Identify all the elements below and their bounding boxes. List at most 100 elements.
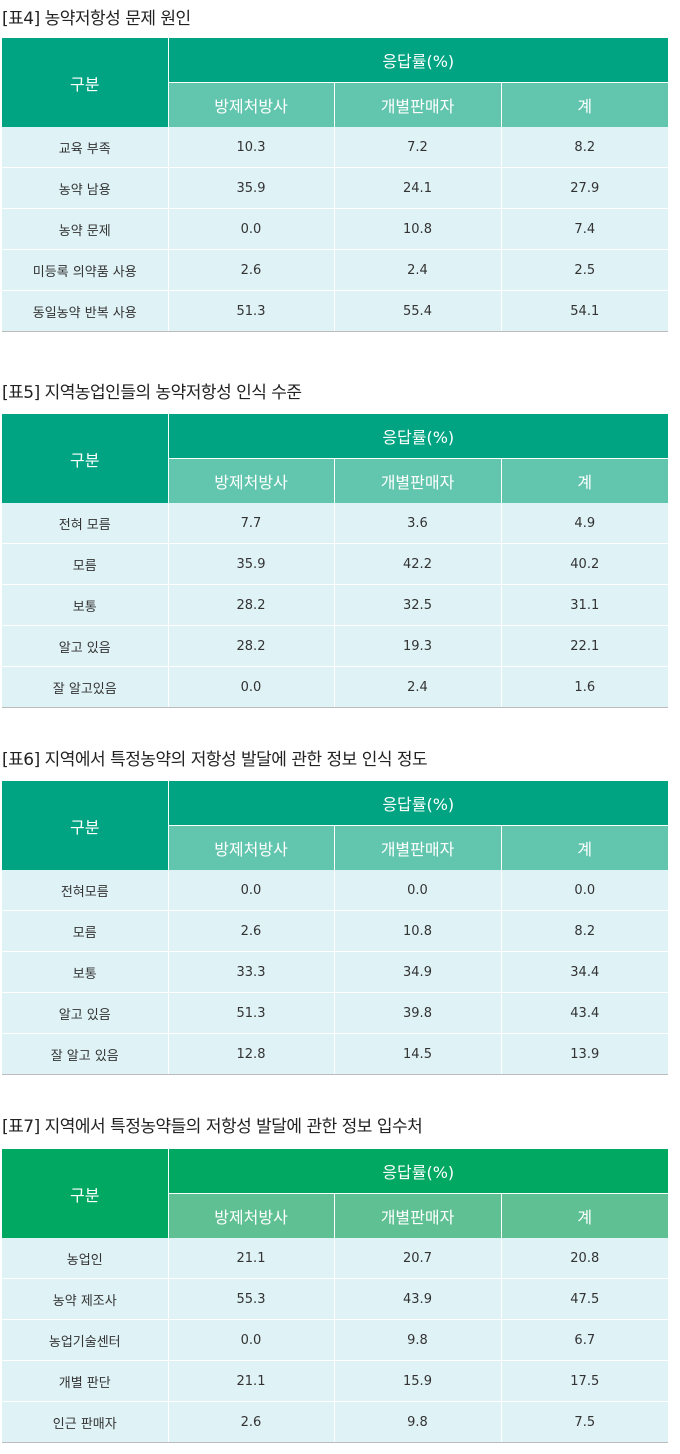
cell-seller: 19.3	[334, 625, 502, 667]
row-label: 잘 알고 있음	[2, 1033, 169, 1075]
cell-total: 31.1	[501, 584, 669, 626]
cell-total: 20.8	[501, 1238, 669, 1279]
cell-seller: 9.8	[334, 1401, 502, 1443]
header-col-prescriber: 방제처방사	[168, 458, 335, 503]
row-label: 보통	[2, 584, 169, 626]
table-row: 잘 알고 있음 12.8 14.5 13.9	[2, 1033, 669, 1075]
cell-seller: 10.8	[334, 910, 502, 952]
row-label: 농약 제조사	[2, 1278, 169, 1320]
cell-seller: 7.2	[334, 127, 502, 168]
row-label: 잘 알고있음	[2, 666, 169, 708]
row-label: 전혀모름	[2, 870, 169, 911]
table-row: 모름 35.9 42.2 40.2	[2, 543, 669, 585]
cell-seller: 14.5	[334, 1033, 502, 1075]
cell-prescriber: 21.1	[168, 1238, 335, 1279]
table-row: 모름 2.6 10.8 8.2	[2, 910, 669, 952]
cell-seller: 10.8	[334, 208, 502, 250]
cell-seller: 20.7	[334, 1238, 502, 1279]
cell-prescriber: 12.8	[168, 1033, 335, 1075]
cell-total: 6.7	[501, 1319, 669, 1361]
table-row: 전혀 모름 7.7 3.6 4.9	[2, 503, 669, 544]
cell-seller: 3.6	[334, 503, 502, 544]
row-label: 알고 있음	[2, 625, 169, 667]
cell-prescriber: 28.2	[168, 584, 335, 626]
table-title: [표6] 지역에서 특정농약의 저항성 발달에 관한 정보 인식 정도	[2, 750, 428, 770]
header-col-prescriber: 방제처방사	[168, 82, 335, 127]
header-response-rate: 응답률(%)	[168, 781, 669, 826]
table-title: [표4] 농약저항성 문제 원인	[2, 9, 191, 29]
data-table: 구분 응답률(%) 방제처방사 개별판매자 계 농업인 21.1 20.7 20.8 농약 제조사…	[2, 1149, 669, 1443]
cell-prescriber: 35.9	[168, 543, 335, 585]
header-col-seller: 개별판매자	[334, 82, 502, 127]
cell-total: 34.4	[501, 951, 669, 993]
row-label: 동일농약 반복 사용	[2, 290, 169, 332]
cell-prescriber: 2.6	[168, 1401, 335, 1443]
header-response-rate: 응답률(%)	[168, 38, 669, 83]
cell-total: 22.1	[501, 625, 669, 667]
cell-total: 1.6	[501, 666, 669, 708]
cell-seller: 55.4	[334, 290, 502, 332]
table-row: 동일농약 반복 사용 51.3 55.4 54.1	[2, 290, 669, 332]
row-label: 모름	[2, 910, 169, 952]
table-row: 인근 판매자 2.6 9.8 7.5	[2, 1401, 669, 1443]
data-table: 구분 응답률(%) 방제처방사 개별판매자 계 전혀 모름 7.7 3.6 4.9 모름 35.9 4…	[2, 414, 669, 708]
cell-total: 54.1	[501, 290, 669, 332]
cell-prescriber: 7.7	[168, 503, 335, 544]
header-category: 구분	[2, 38, 169, 127]
header-col-total: 계	[501, 825, 669, 870]
cell-seller: 34.9	[334, 951, 502, 993]
row-label: 보통	[2, 951, 169, 993]
cell-prescriber: 33.3	[168, 951, 335, 993]
cell-prescriber: 35.9	[168, 167, 335, 209]
row-label: 모름	[2, 543, 169, 585]
cell-prescriber: 51.3	[168, 290, 335, 332]
cell-total: 27.9	[501, 167, 669, 209]
table-row: 교육 부족 10.3 7.2 8.2	[2, 127, 669, 168]
table-row: 전혀모름 0.0 0.0 0.0	[2, 870, 669, 911]
cell-total: 47.5	[501, 1278, 669, 1320]
table-row: 농약 남용 35.9 24.1 27.9	[2, 167, 669, 209]
table-row: 개별 판단 21.1 15.9 17.5	[2, 1360, 669, 1402]
header-col-seller: 개별판매자	[334, 825, 502, 870]
table-row: 알고 있음 28.2 19.3 22.1	[2, 625, 669, 667]
header-response-rate: 응답률(%)	[168, 1149, 669, 1194]
cell-total: 17.5	[501, 1360, 669, 1402]
cell-total: 0.0	[501, 870, 669, 911]
table-row: 농업인 21.1 20.7 20.8	[2, 1238, 669, 1279]
table-title: [표7] 지역에서 특정농약들의 저항성 발달에 관한 정보 입수처	[2, 1117, 423, 1137]
cell-seller: 15.9	[334, 1360, 502, 1402]
header-col-total: 계	[501, 82, 669, 127]
table-row: 농약 문제 0.0 10.8 7.4	[2, 208, 669, 250]
row-label: 전혀 모름	[2, 503, 169, 544]
cell-prescriber: 21.1	[168, 1360, 335, 1402]
row-label: 농약 문제	[2, 208, 169, 250]
cell-total: 13.9	[501, 1033, 669, 1075]
header-response-rate: 응답률(%)	[168, 414, 669, 459]
cell-prescriber: 2.6	[168, 249, 335, 291]
cell-total: 4.9	[501, 503, 669, 544]
cell-seller: 32.5	[334, 584, 502, 626]
header-col-prescriber: 방제처방사	[168, 1193, 335, 1238]
cell-seller: 43.9	[334, 1278, 502, 1320]
header-col-seller: 개별판매자	[334, 1193, 502, 1238]
cell-prescriber: 55.3	[168, 1278, 335, 1320]
cell-total: 2.5	[501, 249, 669, 291]
cell-seller: 24.1	[334, 167, 502, 209]
cell-seller: 2.4	[334, 249, 502, 291]
cell-total: 7.4	[501, 208, 669, 250]
header-col-seller: 개별판매자	[334, 458, 502, 503]
table-row: 알고 있음 51.3 39.8 43.4	[2, 992, 669, 1034]
cell-prescriber: 28.2	[168, 625, 335, 667]
cell-prescriber: 2.6	[168, 910, 335, 952]
cell-seller: 39.8	[334, 992, 502, 1034]
table-row: 잘 알고있음 0.0 2.4 1.6	[2, 666, 669, 708]
header-col-total: 계	[501, 1193, 669, 1238]
header-category: 구분	[2, 414, 169, 503]
cell-prescriber: 0.0	[168, 208, 335, 250]
table-row: 보통 28.2 32.5 31.1	[2, 584, 669, 626]
row-label: 인근 판매자	[2, 1401, 169, 1443]
cell-prescriber: 0.0	[168, 870, 335, 911]
cell-seller: 2.4	[334, 666, 502, 708]
header-col-prescriber: 방제처방사	[168, 825, 335, 870]
row-label: 알고 있음	[2, 992, 169, 1034]
